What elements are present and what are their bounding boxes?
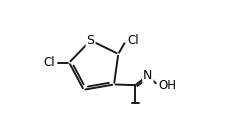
Text: OH: OH (158, 79, 176, 92)
Text: Cl: Cl (127, 34, 139, 47)
Text: N: N (143, 69, 153, 82)
Text: Cl: Cl (43, 56, 55, 69)
Text: S: S (87, 34, 95, 47)
